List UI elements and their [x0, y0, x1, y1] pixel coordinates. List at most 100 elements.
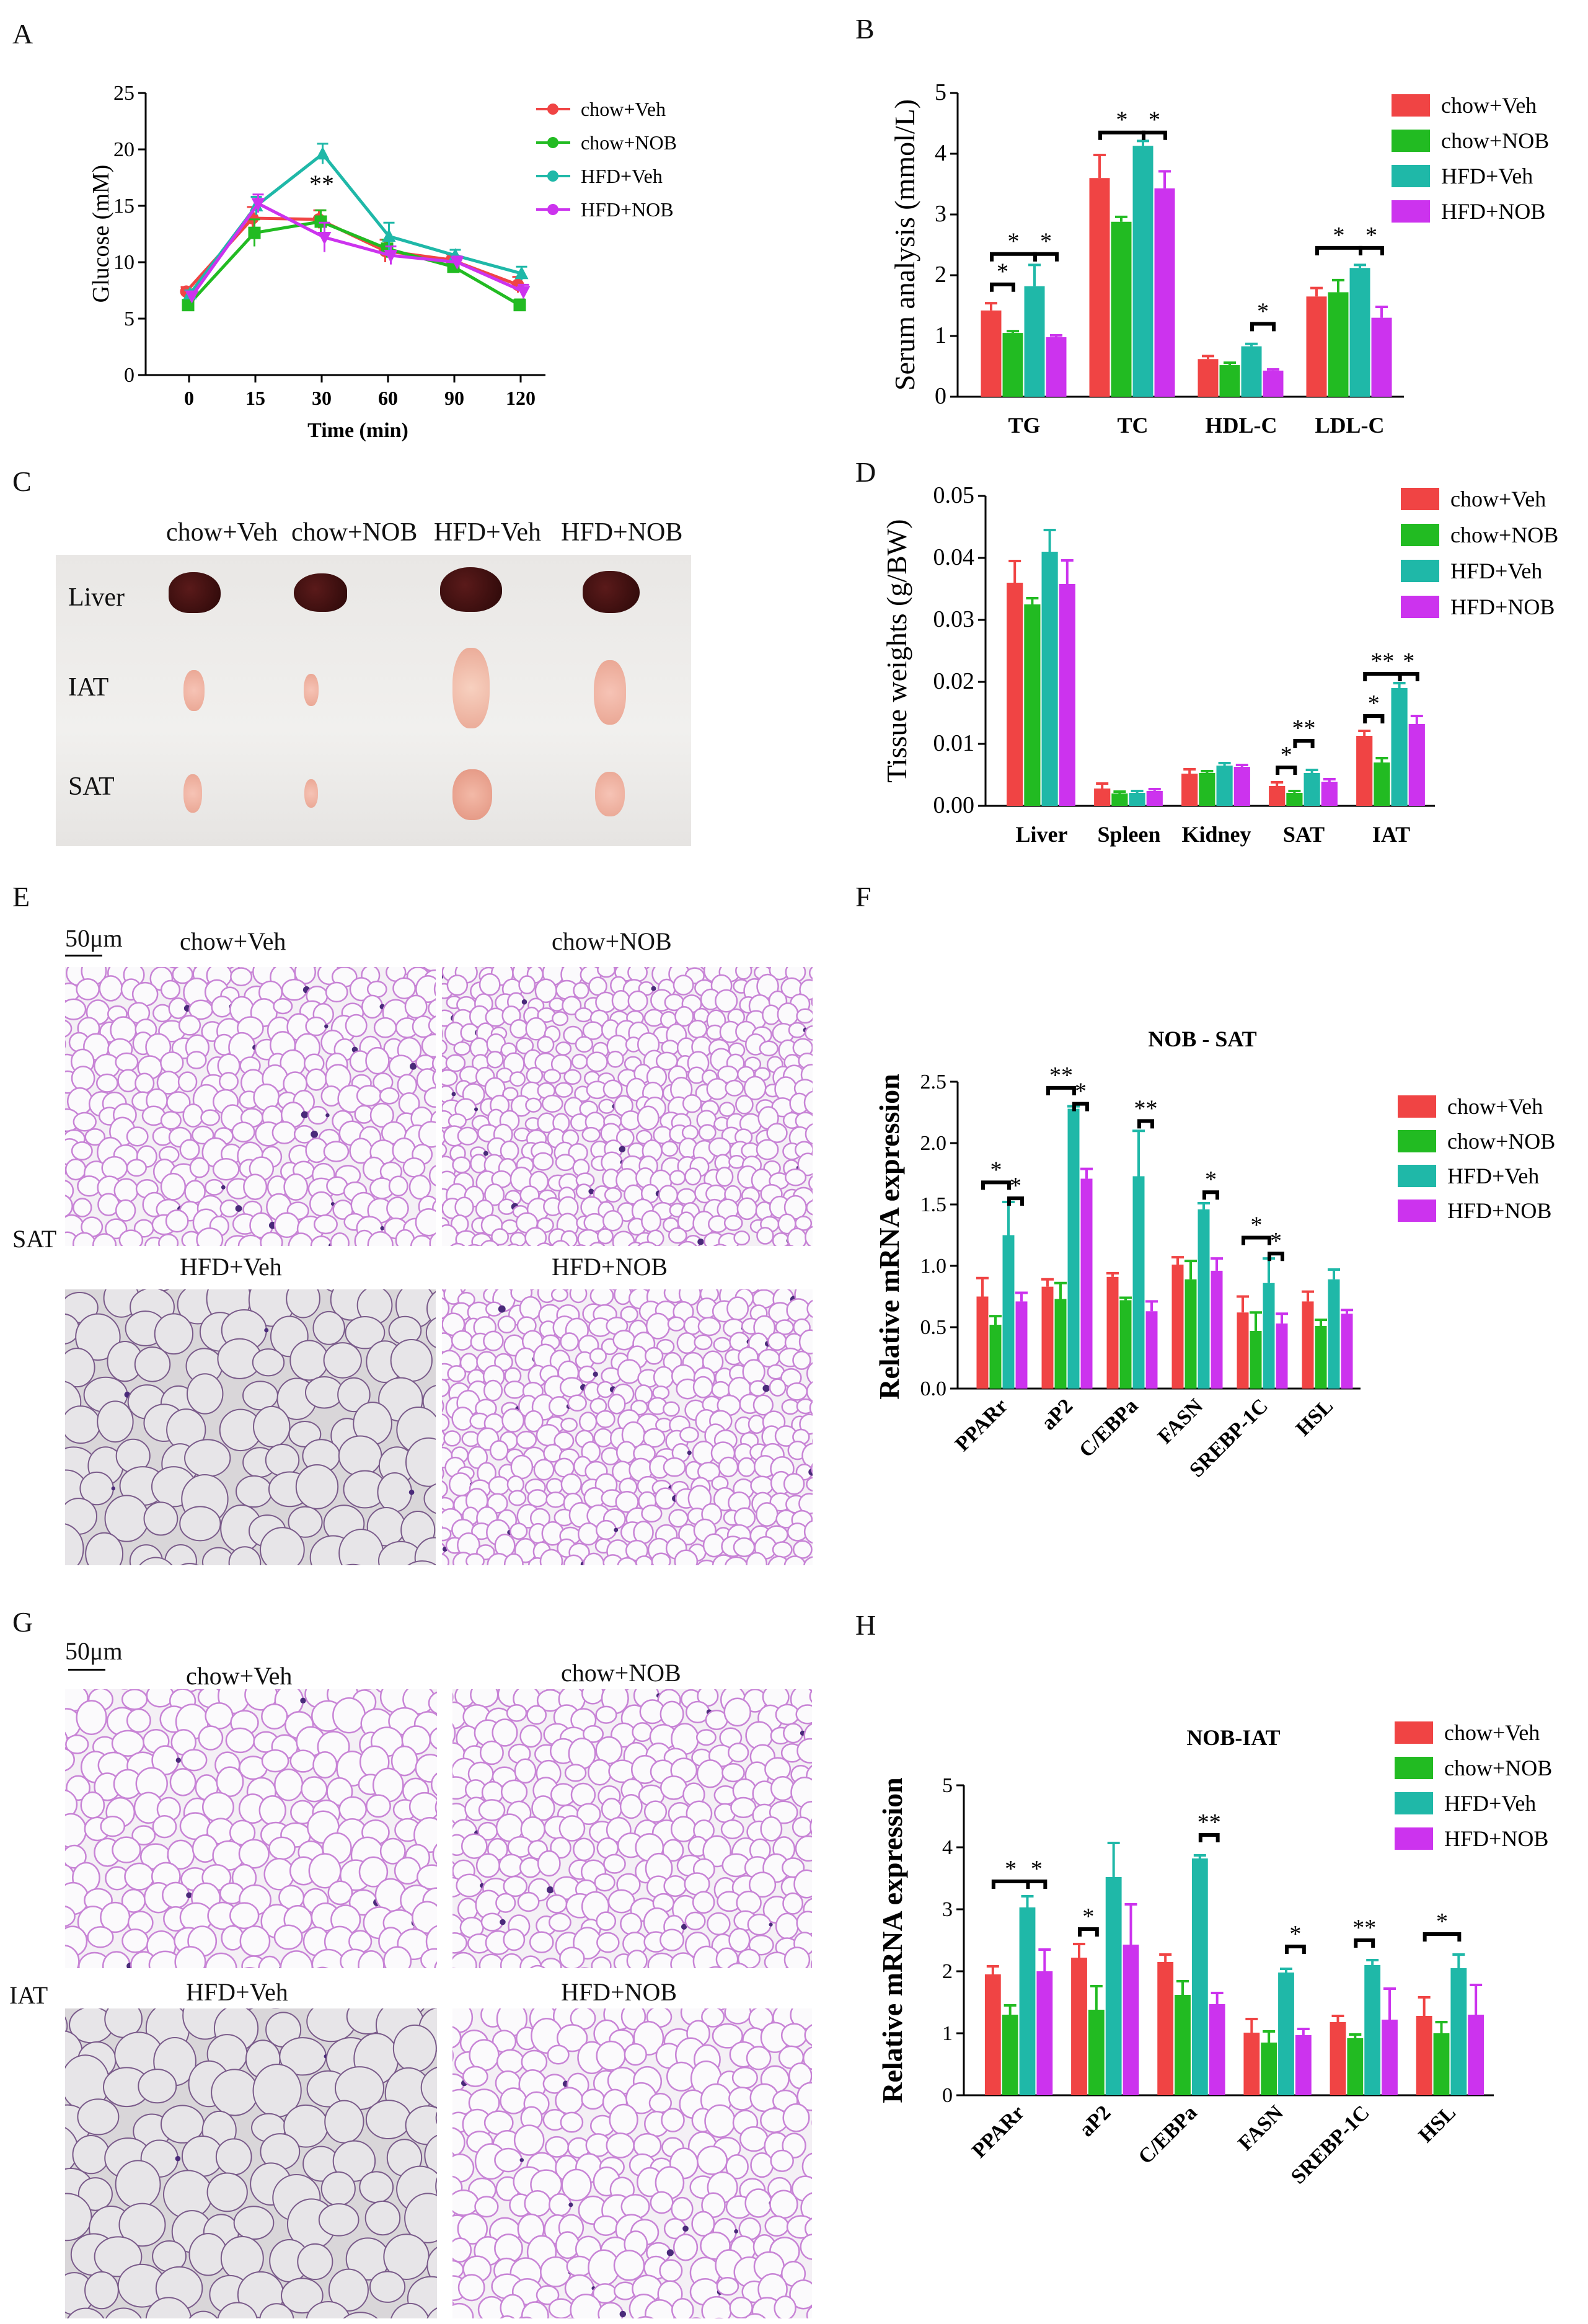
data-point [513, 299, 526, 312]
data-point [514, 266, 529, 280]
x-tick-label: 90 [444, 387, 464, 409]
legend-swatch [1392, 94, 1430, 117]
x-tick-label: SREBP-1C [1287, 2101, 1374, 2188]
significance-mark: * [1082, 1904, 1094, 1930]
bar [1002, 2015, 1018, 2095]
y-tick-label: 2.0 [920, 1132, 947, 1155]
data-point [248, 226, 261, 239]
bar [1106, 1276, 1119, 1389]
x-axis-title: Time (min) [307, 419, 408, 442]
y-tick-label: 4 [935, 140, 946, 166]
panel-letter-a: A [12, 18, 33, 50]
bar [1059, 584, 1075, 806]
bar [976, 1296, 989, 1389]
significance-bracket [1423, 1932, 1462, 1942]
bar [1241, 346, 1262, 397]
data-point [450, 257, 464, 270]
bar [984, 1974, 1001, 2095]
y-axis-title: Glucose (mM) [88, 165, 114, 303]
histo-title: HFD+NOB [552, 1253, 668, 1281]
sat-sample [452, 769, 492, 820]
bar [1111, 221, 1132, 397]
legend-swatch [1392, 130, 1430, 152]
x-tick-label: FASN [1234, 2101, 1288, 2155]
significance-bracket [1202, 1190, 1219, 1200]
significance-mark: * [1008, 229, 1020, 255]
significance-mark: ** [1370, 648, 1394, 674]
legend-label: chow+Veh [1447, 1094, 1543, 1119]
iat-sample [183, 670, 205, 711]
x-tick-label: PPARr [968, 2101, 1029, 2162]
significance-mark: * [1205, 1167, 1217, 1193]
bar [1237, 1312, 1249, 1389]
bar [1211, 1270, 1223, 1389]
data-point [516, 286, 531, 299]
bar [989, 1325, 1002, 1389]
y-tick-label: 5 [935, 79, 946, 105]
legend-label: chow+Veh [581, 98, 666, 120]
panel-letter-e: E [12, 881, 30, 912]
iat-sample [594, 660, 626, 725]
panel-letter-f: F [855, 881, 871, 912]
bar [1089, 178, 1110, 397]
bar [1243, 2033, 1260, 2095]
bar [1002, 333, 1023, 397]
significance-bracket [1033, 252, 1059, 262]
y-tick-label: 15 [113, 195, 135, 218]
significance-bracket [1242, 1235, 1271, 1245]
bar [1286, 793, 1303, 806]
significance-bracket [1363, 714, 1385, 723]
bar [1024, 604, 1041, 806]
bar [981, 310, 1002, 397]
bar [1209, 2004, 1225, 2095]
histology-image [65, 2008, 437, 2318]
x-tick-label: 30 [312, 387, 332, 409]
data-point [251, 198, 265, 211]
bar [1002, 1235, 1015, 1389]
significance-bracket [1078, 1927, 1099, 1937]
histology-texture [65, 967, 436, 1246]
bar [1315, 1326, 1327, 1389]
photo-col-label: chow+Veh [166, 518, 278, 547]
bar [1199, 773, 1215, 806]
bar [1349, 268, 1370, 397]
y-tick-label: 20 [113, 138, 135, 161]
series-line [187, 219, 521, 307]
significance-mark: ** [1134, 1095, 1158, 1121]
liver-sample [583, 571, 640, 613]
panel-letter-d: D [855, 456, 876, 488]
significance-bracket [1268, 1252, 1284, 1261]
bar [1154, 188, 1175, 397]
histo-title: chow+NOB [552, 927, 672, 955]
legend-swatch [1395, 1721, 1433, 1744]
bar [1433, 2033, 1450, 2095]
significance-bracket [1398, 672, 1419, 681]
bar [1054, 1299, 1067, 1389]
bar [1450, 1968, 1467, 2095]
significance-bracket [1276, 766, 1297, 775]
y-tick-label: 5 [124, 307, 135, 330]
panel-letter-h: H [855, 1609, 876, 1641]
bar [1132, 146, 1154, 397]
bar [1129, 793, 1145, 806]
y-tick-label: 1.0 [920, 1255, 947, 1278]
bar [1094, 789, 1111, 806]
significance-mark: * [997, 259, 1008, 285]
legend-label: HFD+Veh [1444, 1791, 1536, 1816]
bar [1261, 2043, 1277, 2095]
y-tick-label: 2 [942, 1960, 953, 1983]
bar [1036, 1971, 1053, 2095]
bar [1330, 2022, 1346, 2095]
y-tick-label: 0.01 [933, 730, 975, 756]
significance-bracket [991, 1880, 1030, 1889]
bar [1145, 1311, 1158, 1389]
legend-swatch [1401, 488, 1439, 510]
legend-label: chow+NOB [1447, 1129, 1555, 1154]
y-axis-title: Serum analysis (mmol/L) [889, 99, 920, 391]
x-tick-label: HSL [1414, 2101, 1460, 2147]
photo-row-label: SAT [68, 772, 115, 801]
data-point [382, 229, 396, 242]
x-tick-label: TG [1008, 413, 1040, 438]
